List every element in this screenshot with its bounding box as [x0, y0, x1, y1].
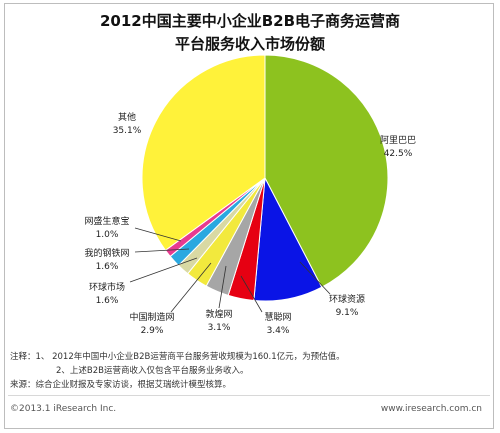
- slice-value-label: 9.1%: [336, 308, 359, 318]
- slice-label: 敦煌网: [205, 308, 232, 320]
- pie-slice: [264, 54, 389, 288]
- copyright-text: ©2013.1 iResearch Inc.: [10, 404, 117, 414]
- pie-chart: 阿里巴巴 42.5% 环球资源 9.1% 慧聪网 3.4% 敦煌网 3.1% 中国制造网 2.9%…: [84, 54, 416, 336]
- slice-label: 阿里巴巴: [380, 135, 416, 146]
- chart-title-line-2: 平台服务收入市场份额: [174, 35, 325, 53]
- slice-label: 我的钢铁网: [84, 247, 129, 259]
- leader-line: [218, 265, 227, 309]
- slice-value-label: 3.1%: [208, 323, 231, 333]
- slice-value-label: 1.0%: [96, 230, 119, 240]
- slice-label: 网盛生意宝: [84, 215, 129, 227]
- slice-label: 慧聪网: [264, 311, 291, 323]
- slice-value-label: 3.4%: [267, 326, 290, 336]
- slice-label: 环球资源: [329, 293, 365, 305]
- slice-value-label: 1.6%: [96, 296, 119, 306]
- leader-line: [299, 261, 331, 295]
- slice-value-label: 2.9%: [141, 326, 164, 336]
- slice-label: 环球市场: [89, 281, 125, 293]
- slice-label: 中国制造网: [129, 311, 174, 323]
- slice-value-label: 35.1%: [113, 126, 142, 136]
- footer-divider: [8, 395, 490, 396]
- notes-block: 注释：1、 2012年中国中小企业B2B运营商平台服务营收规模为160.1亿元，…: [10, 350, 345, 392]
- leader-line: [170, 262, 212, 313]
- slice-value-label: 42.5%: [384, 149, 413, 159]
- note-line-2: 2、上述B2B运营商收入仅包含平台服务业务收入。: [56, 366, 249, 376]
- leader-line: [134, 227, 182, 242]
- leader-line: [129, 257, 198, 283]
- leader-line: [134, 248, 190, 253]
- note-line-1: 注释：1、 2012年中国中小企业B2B运营商平台服务营收规模为160.1亿元，…: [10, 352, 345, 362]
- slice-label: 其他: [118, 111, 136, 123]
- pie-slice: [141, 54, 266, 251]
- slice-value-label: 1.6%: [96, 262, 119, 272]
- website-text: www.iresearch.com.cn: [380, 404, 482, 414]
- leader-line: [240, 275, 263, 313]
- chart-title-line-1: 2012中国主要中小企业B2B电子商务运营商: [99, 12, 401, 30]
- source-line: 来源：综合企业财报及专家访谈，根据艾瑞统计模型核算。: [10, 380, 232, 390]
